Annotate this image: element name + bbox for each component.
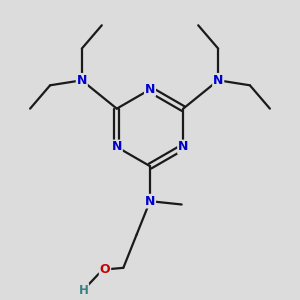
Text: N: N bbox=[213, 74, 224, 87]
Text: H: H bbox=[78, 284, 88, 297]
Text: O: O bbox=[100, 263, 110, 276]
Text: N: N bbox=[145, 83, 155, 96]
Text: N: N bbox=[178, 140, 188, 154]
Text: N: N bbox=[145, 195, 155, 208]
Text: N: N bbox=[76, 74, 87, 87]
Text: N: N bbox=[112, 140, 122, 154]
